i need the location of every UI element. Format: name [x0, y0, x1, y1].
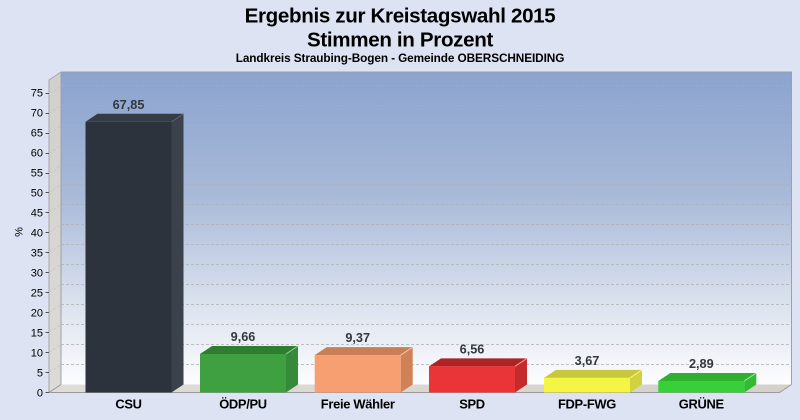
svg-text:%: % — [14, 227, 26, 237]
svg-text:9,37: 9,37 — [345, 331, 370, 345]
svg-text:GRÜNE: GRÜNE — [679, 397, 725, 412]
svg-text:0: 0 — [37, 388, 43, 400]
svg-text:Landkreis Straubing-Bogen - Ge: Landkreis Straubing-Bogen - Gemeinde OBE… — [236, 51, 565, 65]
svg-text:6,56: 6,56 — [460, 342, 485, 356]
svg-text:65: 65 — [31, 128, 43, 140]
svg-text:25: 25 — [31, 288, 43, 300]
svg-text:3,67: 3,67 — [575, 354, 600, 368]
svg-text:2,89: 2,89 — [689, 357, 714, 371]
svg-text:55: 55 — [31, 168, 43, 180]
svg-text:CSU: CSU — [115, 397, 141, 412]
svg-text:40: 40 — [31, 228, 43, 240]
svg-text:35: 35 — [31, 248, 43, 260]
svg-text:Ergebnis zur Kreistagswahl 201: Ergebnis zur Kreistagswahl 2015 — [245, 4, 556, 27]
svg-text:Freie Wähler: Freie Wähler — [321, 397, 395, 412]
svg-text:67,85: 67,85 — [113, 98, 145, 112]
svg-text:9,66: 9,66 — [231, 330, 256, 344]
svg-text:75: 75 — [31, 88, 43, 100]
svg-text:5: 5 — [37, 368, 43, 380]
svg-text:15: 15 — [31, 328, 43, 340]
svg-text:10: 10 — [31, 348, 43, 360]
svg-text:45: 45 — [31, 208, 43, 220]
svg-text:ÖDP/PU: ÖDP/PU — [219, 397, 267, 412]
svg-text:60: 60 — [31, 148, 43, 160]
svg-text:70: 70 — [31, 108, 43, 120]
svg-text:FDP-FWG: FDP-FWG — [558, 397, 616, 412]
svg-text:SPD: SPD — [459, 397, 485, 412]
svg-text:20: 20 — [31, 308, 43, 320]
svg-text:Stimmen in Prozent: Stimmen in Prozent — [307, 28, 493, 51]
svg-text:30: 30 — [31, 268, 43, 280]
svg-text:50: 50 — [31, 188, 43, 200]
